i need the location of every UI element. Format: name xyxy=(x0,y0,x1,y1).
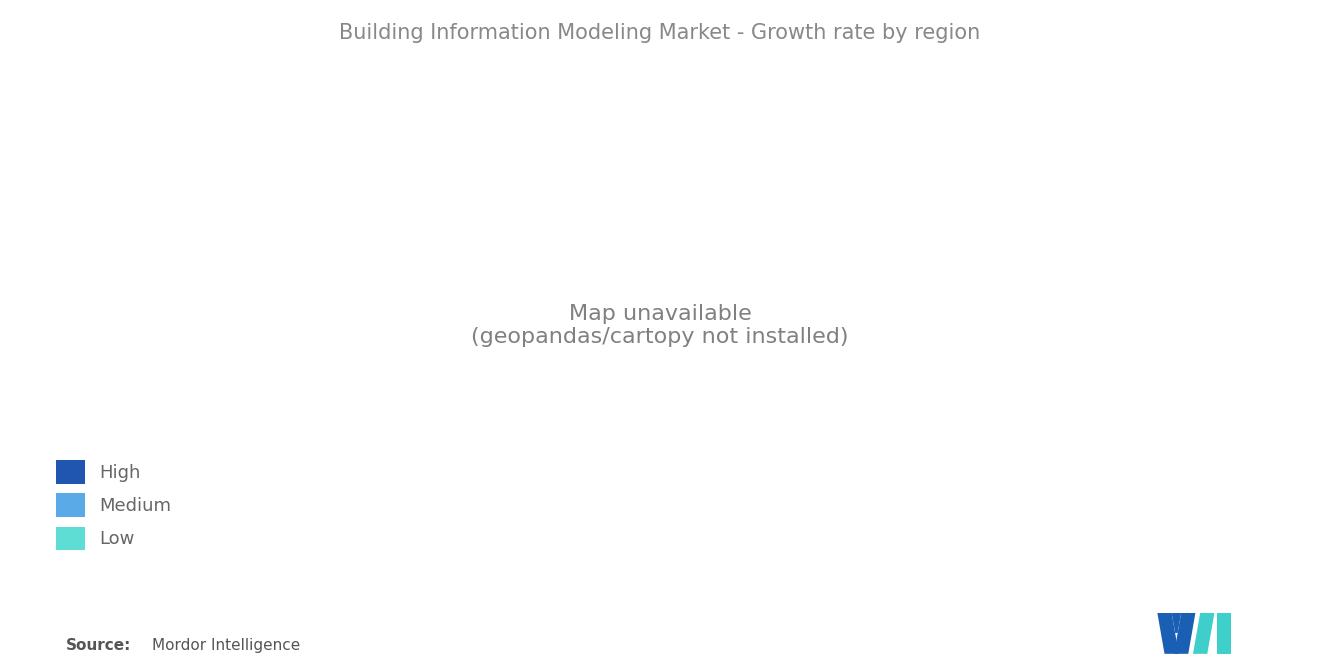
Text: Mordor Intelligence: Mordor Intelligence xyxy=(152,638,300,653)
Polygon shape xyxy=(1193,613,1214,654)
Polygon shape xyxy=(1173,613,1196,654)
Text: Source:: Source: xyxy=(66,638,132,653)
Polygon shape xyxy=(1172,613,1181,633)
Text: Map unavailable
(geopandas/cartopy not installed): Map unavailable (geopandas/cartopy not i… xyxy=(471,305,849,347)
Polygon shape xyxy=(1217,613,1232,654)
Text: Building Information Modeling Market - Growth rate by region: Building Information Modeling Market - G… xyxy=(339,23,981,43)
Polygon shape xyxy=(1158,613,1179,654)
Legend: High, Medium, Low: High, Medium, Low xyxy=(49,453,178,557)
